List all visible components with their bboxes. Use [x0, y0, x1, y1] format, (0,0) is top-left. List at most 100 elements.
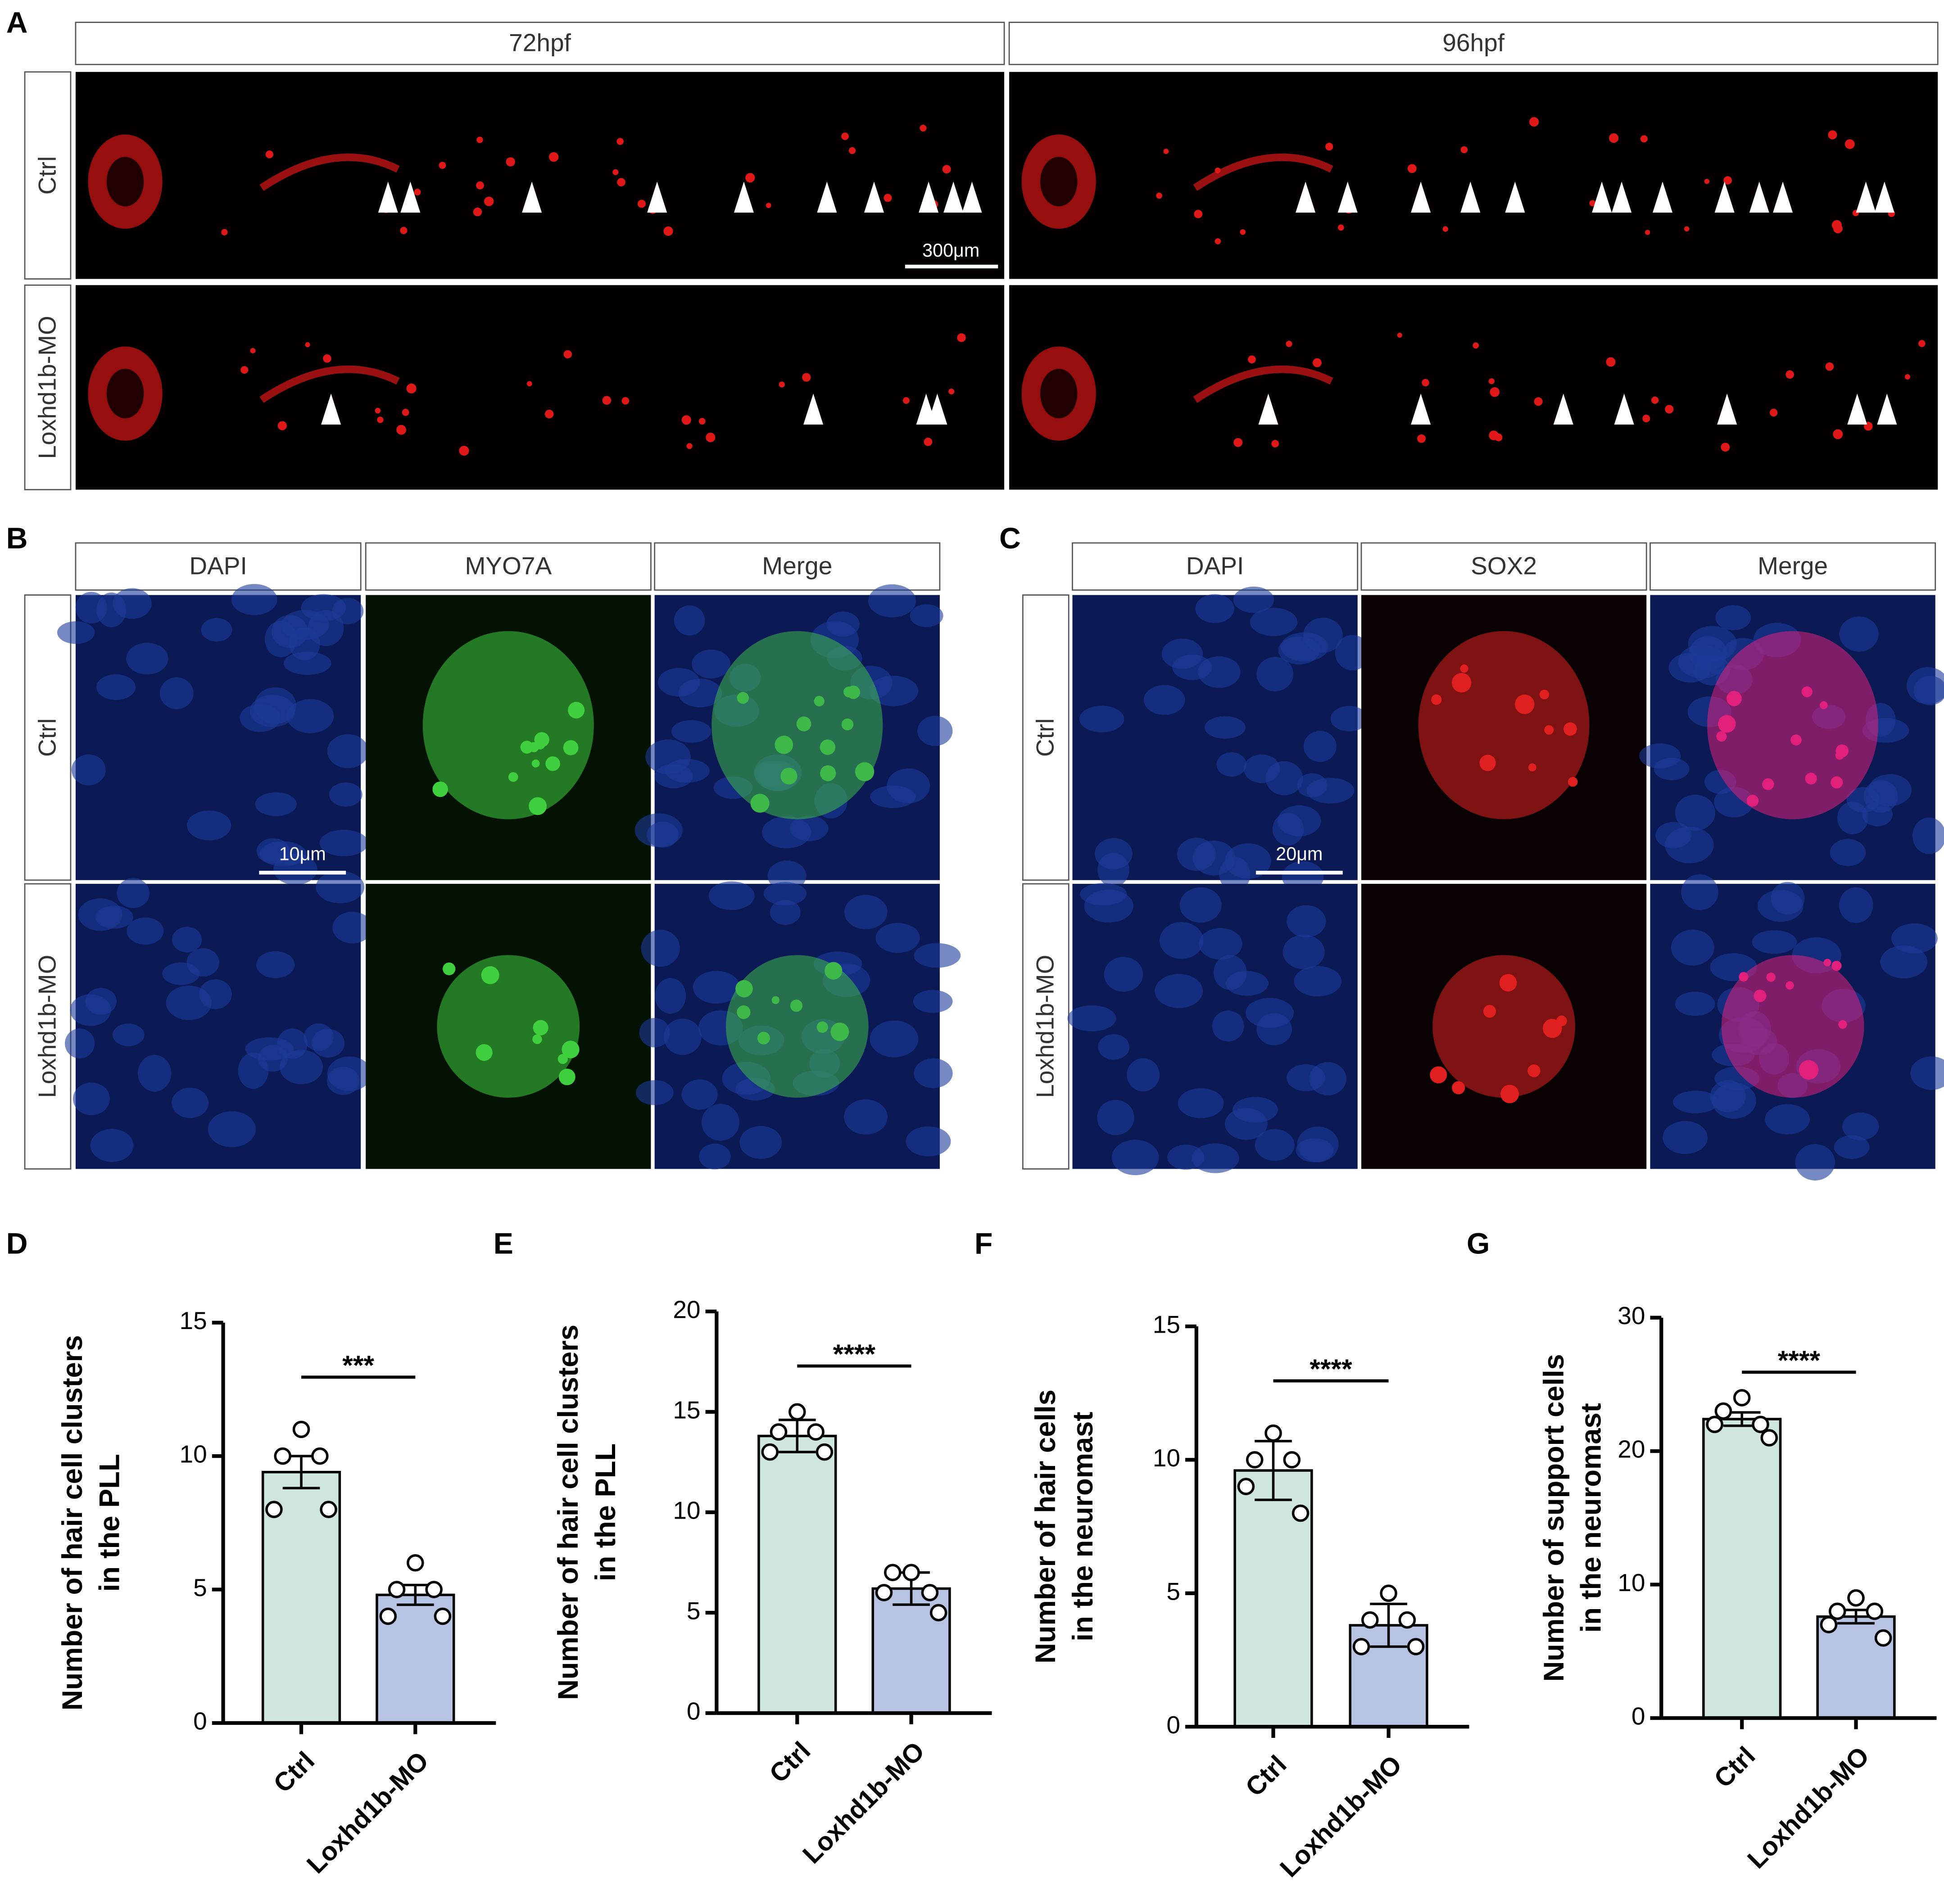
scale-bar-label: 20μm	[1276, 844, 1323, 864]
neuromast-dot	[1831, 220, 1842, 230]
nucleus	[138, 1054, 172, 1092]
neuromast-dot	[305, 342, 310, 348]
arrowhead	[1460, 181, 1481, 213]
nucleus	[65, 1028, 95, 1058]
nucleus	[316, 871, 365, 904]
neuromast-dot	[1704, 179, 1710, 184]
scale-bar-label: 300μm	[922, 240, 979, 261]
nucleus	[1675, 795, 1716, 831]
data-point	[788, 1403, 806, 1421]
neuromast-dot	[1442, 226, 1448, 232]
neuromast-dot	[924, 438, 933, 446]
neuromast-dot	[1785, 370, 1794, 379]
neuromast-dot	[549, 152, 559, 162]
nucleus	[96, 592, 127, 628]
neuromast-dot	[686, 443, 693, 449]
y-tick-label: 30	[1618, 1302, 1645, 1330]
signal-spot	[531, 759, 540, 768]
signal-spot	[545, 756, 560, 771]
column-header-box	[654, 542, 941, 591]
column-header-box	[365, 542, 652, 591]
neuromast-dot	[706, 432, 716, 443]
arrowhead	[1714, 181, 1735, 213]
nucleus	[914, 943, 961, 968]
neuromast-dot	[1825, 362, 1834, 371]
y-tick-label: 10	[180, 1440, 207, 1468]
nucleus	[172, 1087, 209, 1118]
signal-spot	[481, 966, 499, 984]
nucleus	[159, 677, 194, 710]
nucleus	[1757, 890, 1804, 922]
signal-spot	[775, 735, 793, 754]
neuromast-dot	[526, 381, 532, 387]
arrowhead	[1411, 393, 1431, 425]
data-point	[921, 1584, 939, 1601]
nucleus	[1830, 839, 1866, 866]
signal-spot	[476, 1044, 493, 1061]
row-label: Ctrl	[33, 718, 61, 757]
data-point	[929, 1604, 947, 1622]
signal-spot	[737, 1005, 751, 1019]
nucleus	[790, 815, 829, 841]
y-axis-label: in the neuromast	[1576, 1403, 1607, 1633]
nucleus	[238, 1052, 269, 1089]
signal-spot	[855, 762, 875, 782]
nucleus	[332, 912, 373, 944]
arrowhead	[1337, 181, 1358, 213]
signal-spot	[1838, 1020, 1847, 1029]
column-header-box	[1360, 542, 1647, 591]
nucleus	[1863, 780, 1898, 813]
neuromast-dot	[1609, 133, 1619, 143]
neuromast-dot	[1529, 117, 1539, 127]
panel-label: E	[494, 1227, 513, 1260]
neuromast-dot	[377, 416, 384, 423]
signal-spot	[1516, 698, 1527, 710]
nucleus	[870, 1020, 919, 1058]
signal-spot	[1831, 776, 1843, 789]
data-point	[311, 1447, 329, 1465]
nucleus	[844, 895, 888, 929]
arrowhead	[943, 181, 964, 213]
neuromast-dot	[663, 226, 673, 236]
nucleus	[73, 1082, 110, 1115]
nucleus	[1752, 930, 1797, 954]
nucleus	[280, 1049, 323, 1085]
neuromast-dot	[406, 383, 417, 393]
y-axis-label: Number of hair cell clusters	[553, 1325, 584, 1700]
neuromast-dot	[1488, 378, 1495, 384]
data-point	[1246, 1451, 1264, 1469]
nucleus	[875, 923, 920, 953]
neuromast-dot	[1490, 387, 1500, 397]
nucleus	[1098, 1034, 1130, 1060]
data-point	[770, 1423, 788, 1441]
arrowhead	[1553, 393, 1573, 425]
row-label: Ctrl	[33, 156, 61, 195]
nucleus	[1144, 685, 1185, 715]
neuromast-dot	[1651, 396, 1659, 404]
nucleus	[693, 971, 740, 1004]
data-point	[1380, 1584, 1397, 1602]
y-axis-label: Number of support cells	[1538, 1354, 1570, 1682]
y-tick-label: 10	[1153, 1444, 1180, 1472]
arrowhead	[1653, 181, 1673, 213]
neuromast-dot	[1845, 139, 1855, 149]
signal-spot	[735, 980, 753, 998]
nucleus	[681, 1079, 718, 1110]
nucleus	[264, 621, 297, 657]
nucleus	[1297, 773, 1328, 798]
signal-spot	[562, 1040, 580, 1058]
data-point	[320, 1501, 337, 1518]
nucleus	[701, 1104, 740, 1141]
neuromast-dot	[637, 199, 646, 208]
nucleus	[1795, 1144, 1835, 1180]
data-point	[1407, 1638, 1425, 1655]
arrowhead	[1614, 393, 1634, 425]
x-tick-label: Loxhd1b-MO	[1742, 1741, 1875, 1874]
nucleus	[240, 704, 281, 732]
nucleus	[78, 898, 122, 931]
nucleus	[1213, 955, 1247, 990]
nucleus	[654, 764, 693, 788]
neuromast-dot	[1214, 167, 1221, 173]
y-tick-label: 20	[673, 1295, 700, 1323]
data-point	[1866, 1602, 1884, 1620]
